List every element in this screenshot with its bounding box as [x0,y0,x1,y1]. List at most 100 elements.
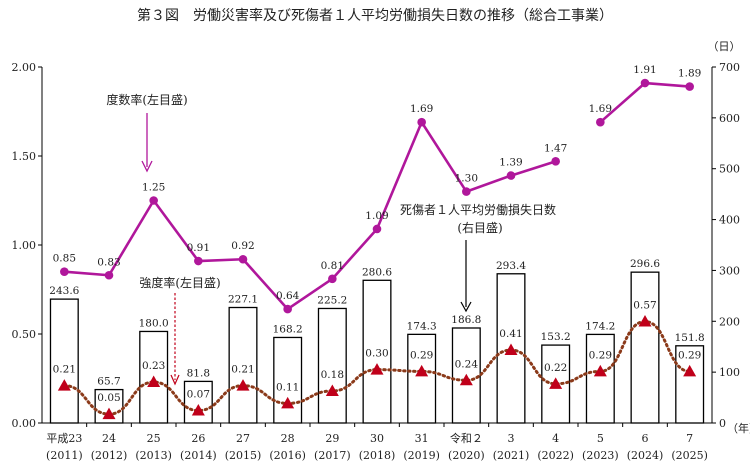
days-bar [362,279,392,424]
category-year-label: (2023) [582,449,619,462]
category-year-label: (2012) [91,449,128,462]
category-label: 24 [102,432,116,445]
frequency-marker [685,82,694,91]
category-year-label: (2017) [314,449,351,462]
right-tick-label: 300 [719,264,740,277]
severity-label: 0.21 [53,364,76,376]
frequency-marker [640,78,650,88]
left-tick-label: 0.00 [12,417,37,430]
severity-label: 0.29 [678,349,701,361]
days-bar [585,333,615,424]
category-year-label: (2016) [269,449,306,462]
right-tick-label: 600 [719,112,740,125]
frequency-marker [462,187,471,196]
severity-label: 0.41 [499,328,522,340]
left-tick-label: 0.50 [12,328,37,341]
frequency-label: 0.64 [276,290,300,302]
category-year-label: (2020) [448,449,485,462]
severity-label: 0.24 [455,358,479,370]
category-label: 31 [415,432,429,445]
frequency-label: 1.09 [365,210,388,222]
left-tick-label: 2.00 [12,61,37,74]
chart-title: 第３図 労働災害率及び死傷者１人平均労働損失日数の推移（総合工事業） [137,7,613,24]
severity-label: 0.57 [633,300,656,312]
severity-marker [147,375,161,388]
frequency-marker [104,270,114,280]
frequency-line [599,81,690,124]
category-label: 4 [552,432,559,445]
severity-label: 0.30 [365,348,388,360]
frequency-line [64,120,557,311]
severity-marker [236,379,250,391]
severity-label: 0.05 [97,392,120,404]
frequency-label: 1.25 [142,182,165,194]
severity-label: 0.29 [410,349,433,361]
severity-marker [370,363,384,375]
severity-marker [57,379,71,391]
frequency-marker [149,196,158,205]
days-bar [675,345,705,424]
annotation-frequency-arrowhead [141,160,153,173]
frequency-series: 0.85 0.83 1.25 0.91 0.92 0.64 0.81 1.09 1.69 1.30… [53,64,701,314]
annotation-severity-text: 強度率(左目盛) [139,275,220,290]
frequency-label: 1.30 [455,173,478,185]
right-tick-label: 100 [719,366,740,379]
days-bar-label: 186.8 [451,314,481,326]
days-bar-label: 296.6 [630,258,660,270]
days-bar-label: 293.4 [496,260,526,272]
annotation-frequency: 度数率(左目盛) [106,92,188,173]
days-bar-label: 153.2 [541,331,571,343]
days-bar-label: 174.2 [585,320,615,332]
left-tick-label: 1.50 [12,150,37,163]
days-bar [407,333,437,424]
severity-marker [191,404,205,416]
frequency-label: 0.83 [97,256,120,268]
category-year-label: (2013) [135,449,172,462]
annotation-severity: 強度率(左目盛) [139,275,221,386]
category-label: 30 [370,432,384,445]
severity-series: 0.21 0.05 0.23 0.07 0.21 0.11 0.18 0.30 0.29 0.24… [53,300,701,420]
severity-label: 0.18 [321,369,344,381]
annotation-frequency-text: 度数率(左目盛) [106,92,187,107]
right-tick-label: 700 [719,61,740,74]
right-tick-label: 500 [719,163,740,176]
category-label: 5 [597,432,604,445]
category-year-label: (2011) [46,449,83,462]
annotation-days-subtext: (右目盛) [457,220,502,235]
severity-label: 0.07 [187,389,210,401]
frequency-label: 1.69 [410,103,433,115]
category-year-label: (2025) [671,449,708,462]
category-year-label: (2018) [359,449,396,462]
category-label: 令和２ [450,431,483,445]
severity-marker [281,396,295,409]
days-bar-label: 225.2 [317,294,347,306]
category-label: 6 [642,432,649,445]
category-year-label: (2021) [493,449,530,462]
frequency-marker [238,254,248,264]
frequency-marker [506,171,516,180]
category-year-label: (2019) [403,449,440,462]
category-label: 29 [325,432,339,445]
frequency-marker [283,304,292,314]
days-bar-label: 227.1 [228,294,258,306]
frequency-marker [551,157,560,166]
frequency-label: 0.81 [321,260,344,272]
days-bar [630,271,660,424]
annotation-days: 死傷者１人平均労働損失日数 (右目盛) [400,202,556,313]
category-labels: 平成23 (2011) 24 (2012) 25 (2013) 26 (2014) 27 (201… [46,431,708,462]
severity-label: 0.22 [544,362,567,374]
category-label: 7 [686,432,693,445]
frequency-marker [328,274,337,284]
category-year-label: (2015) [225,449,262,462]
days-bar-label: 174.3 [407,320,437,332]
category-label: 26 [191,432,205,445]
frequency-label: 1.89 [678,68,701,80]
severity-marker [683,364,697,377]
severity-label: 0.23 [142,360,165,372]
severity-marker [549,377,563,389]
days-bar-label: 151.8 [675,332,705,344]
severity-label: 0.29 [589,349,612,361]
days-bar-label: 180.0 [139,317,169,329]
severity-label: 0.21 [231,364,254,376]
category-label: 平成23 [46,432,82,445]
